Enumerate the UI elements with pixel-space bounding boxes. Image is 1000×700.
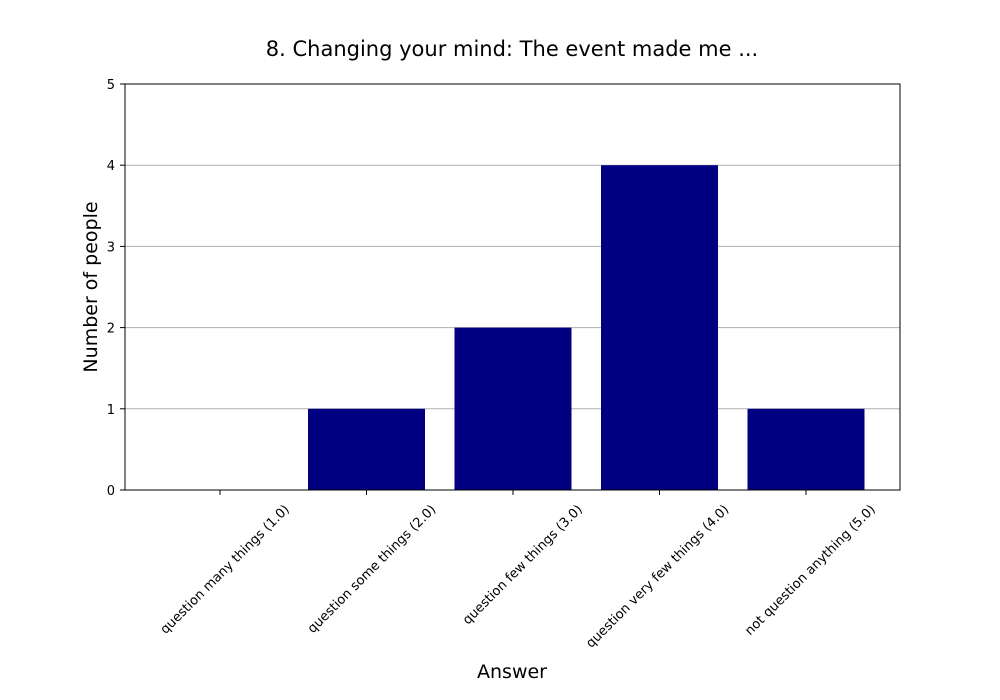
x-tick-label: question some things (2.0) xyxy=(305,502,439,636)
x-axis: question many things (1.0) question some … xyxy=(158,490,879,651)
y-tick-label: 1 xyxy=(107,403,115,418)
chart-title: 8. Changing your mind: The event made me… xyxy=(266,37,758,61)
y-axis-label: Number of people xyxy=(80,201,102,372)
y-tick-label: 4 xyxy=(107,159,115,174)
y-tick-label: 5 xyxy=(107,78,115,93)
bar xyxy=(747,408,865,490)
y-tick-label: 3 xyxy=(107,240,115,255)
bar xyxy=(601,165,718,490)
y-axis: 0 1 2 3 4 5 xyxy=(107,78,125,499)
x-tick-label: question very few things (4.0) xyxy=(583,502,732,651)
bar xyxy=(454,327,572,490)
x-axis-label: Answer xyxy=(477,661,547,683)
x-tick-label: question many things (1.0) xyxy=(158,502,293,637)
x-tick-label: question few things (3.0) xyxy=(460,502,586,628)
x-tick-label: not question anything (5.0) xyxy=(742,502,878,638)
bars xyxy=(308,165,865,490)
y-tick-label: 0 xyxy=(107,484,115,499)
bar xyxy=(308,408,425,490)
y-tick-label: 2 xyxy=(107,322,115,337)
